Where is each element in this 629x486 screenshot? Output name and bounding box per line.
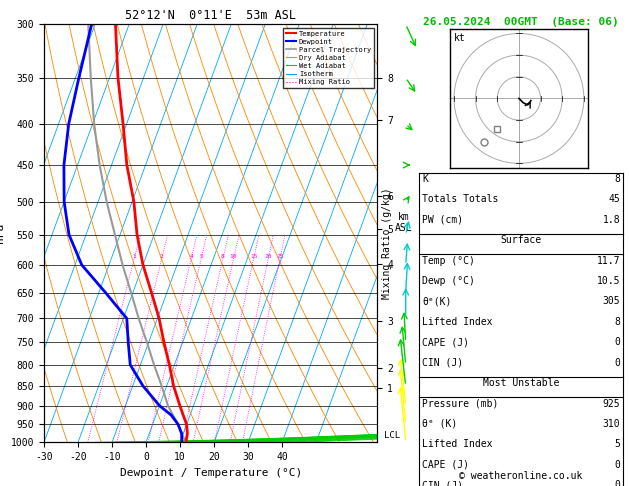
Text: © weatheronline.co.uk: © weatheronline.co.uk	[459, 471, 583, 481]
Text: 15: 15	[250, 254, 257, 259]
Text: 0: 0	[615, 337, 620, 347]
Text: 4: 4	[189, 254, 193, 259]
Text: 8: 8	[221, 254, 225, 259]
Text: Lifted Index: Lifted Index	[422, 439, 493, 450]
Text: CAPE (J): CAPE (J)	[422, 460, 469, 470]
Text: Surface: Surface	[501, 235, 542, 245]
Text: 25: 25	[276, 254, 284, 259]
Text: PW (cm): PW (cm)	[422, 215, 463, 225]
Text: kt: kt	[454, 34, 465, 43]
Text: θᵉ(K): θᵉ(K)	[422, 296, 452, 307]
Text: 10: 10	[230, 254, 237, 259]
Text: CIN (J): CIN (J)	[422, 480, 463, 486]
Text: θᵉ (K): θᵉ (K)	[422, 419, 457, 429]
X-axis label: Dewpoint / Temperature (°C): Dewpoint / Temperature (°C)	[120, 468, 302, 478]
Legend: Temperature, Dewpoint, Parcel Trajectory, Dry Adiabat, Wet Adiabat, Isotherm, Mi: Temperature, Dewpoint, Parcel Trajectory…	[283, 28, 374, 88]
Text: 26.05.2024  00GMT  (Base: 06): 26.05.2024 00GMT (Base: 06)	[423, 17, 619, 27]
Title: 52°12'N  0°11'E  53m ASL: 52°12'N 0°11'E 53m ASL	[125, 9, 296, 22]
Text: K: K	[422, 174, 428, 184]
Text: 925: 925	[603, 399, 620, 409]
Text: Pressure (mb): Pressure (mb)	[422, 399, 498, 409]
Text: 1.8: 1.8	[603, 215, 620, 225]
Y-axis label: hPa: hPa	[0, 223, 5, 243]
Text: 11.7: 11.7	[597, 256, 620, 266]
Text: 0: 0	[615, 358, 620, 368]
Text: Totals Totals: Totals Totals	[422, 194, 498, 205]
Text: 20: 20	[264, 254, 272, 259]
Text: 310: 310	[603, 419, 620, 429]
Text: Temp (°C): Temp (°C)	[422, 256, 475, 266]
Text: 10.5: 10.5	[597, 276, 620, 286]
Text: Most Unstable: Most Unstable	[483, 378, 559, 388]
Text: LCL: LCL	[384, 431, 400, 440]
Text: 0: 0	[615, 480, 620, 486]
Y-axis label: km
ASL: km ASL	[395, 212, 413, 233]
Text: 45: 45	[608, 194, 620, 205]
Text: Mixing Ratio (g/kg): Mixing Ratio (g/kg)	[382, 187, 392, 299]
Text: 8: 8	[615, 317, 620, 327]
Text: 5: 5	[615, 439, 620, 450]
Text: 8: 8	[615, 174, 620, 184]
Text: Lifted Index: Lifted Index	[422, 317, 493, 327]
Text: 1: 1	[132, 254, 136, 259]
Text: 0: 0	[615, 460, 620, 470]
Text: 5: 5	[199, 254, 203, 259]
Text: Dewp (°C): Dewp (°C)	[422, 276, 475, 286]
Text: 305: 305	[603, 296, 620, 307]
Text: 2: 2	[160, 254, 164, 259]
Text: CIN (J): CIN (J)	[422, 358, 463, 368]
Text: CAPE (J): CAPE (J)	[422, 337, 469, 347]
